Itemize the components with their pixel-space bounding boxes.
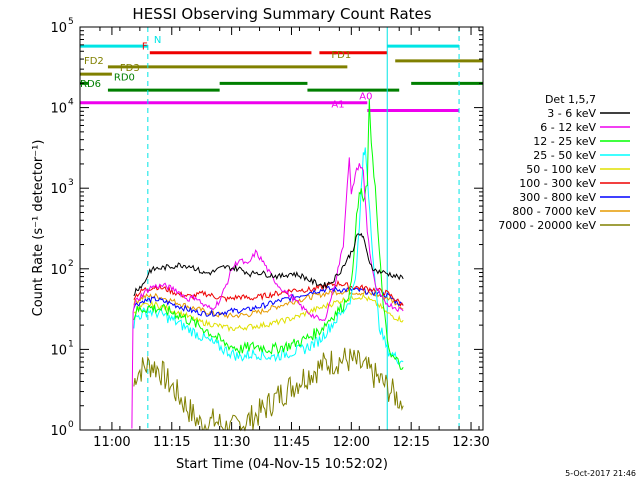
flag-fd3: FD3 [80, 63, 140, 76]
legend-label-3-6kev: 3 - 6 keV [547, 107, 596, 120]
plot-frame [79, 26, 484, 431]
series-50-100kev-line [133, 293, 404, 333]
flag-a0: A0 [80, 92, 373, 105]
series-25-50kev-line [133, 147, 404, 366]
y-tick-exponent: 2 [68, 259, 74, 269]
date-stamp: 5-Oct-2017 21:46 [565, 469, 636, 478]
series-3-6kev-line [133, 232, 404, 297]
legend-title: Det 1,5,7 [545, 93, 596, 106]
x-axis: 11:00 11:15 11:30 11:45 12:00 12:15 12:30 [79, 27, 490, 450]
x-tick-label: 11:45 [273, 435, 310, 450]
legend-label-7000-20000kev: 7000 - 20000 keV [498, 219, 596, 232]
series-7000-20000kev-line [133, 347, 404, 432]
legend-label-12-25kev: 12 - 25 keV [533, 135, 596, 148]
x-tick-label: 11:30 [213, 435, 250, 450]
y-tick-exponent: 3 [68, 178, 74, 188]
x-tick-label: 11:15 [153, 435, 190, 450]
flag-label-fd3: FD3 [120, 63, 140, 74]
legend-label-100-300kev: 100 - 300 keV [519, 177, 596, 190]
flag-label-n: N [154, 35, 161, 46]
legend-label-800-7000kev: 800 - 7000 keV [512, 205, 596, 218]
flag-label-a1: A1 [331, 100, 344, 111]
x-axis-label: Start Time (04-Nov-15 10:52:02) [176, 457, 388, 472]
y-axis-label: Count Rate (s⁻¹ detector⁻¹) [31, 140, 46, 317]
legend-label-25-50kev: 25 - 50 keV [533, 149, 596, 162]
y-tick-label: 10 [50, 102, 67, 117]
series-100-300kev-line [133, 279, 404, 307]
series-800-7000kev-line [133, 287, 404, 319]
y-tick-label: 10 [50, 424, 67, 439]
flag-rd6: RD6 [80, 79, 400, 92]
series-12-25kev-line [133, 98, 404, 370]
chart-title: HESSI Observing Summary Count Rates [132, 5, 431, 23]
x-tick-label: 12:15 [392, 435, 429, 450]
flag-n: N [80, 35, 460, 48]
y-tick-label: 10 [50, 343, 67, 358]
flag-a1: A1 [331, 100, 460, 113]
legend-label-6-12kev: 6 - 12 keV [540, 121, 596, 134]
x-tick-label: 12:30 [452, 435, 489, 450]
legend-label-50-100kev: 50 - 100 keV [526, 163, 596, 176]
series-300-800kev-line [133, 285, 404, 317]
y-tick-label: 10 [50, 263, 67, 278]
series-6-12kev-line [131, 157, 404, 429]
x-tick-label: 12:00 [333, 435, 370, 450]
flag-label-rd6: RD6 [80, 79, 101, 90]
y-tick-exponent: 4 [68, 98, 74, 108]
flag-label-a0: A0 [359, 92, 372, 103]
x-tick-label: 11:00 [93, 435, 130, 450]
flag-fd1: FD1 [331, 50, 483, 63]
y-tick-label: 10 [50, 182, 67, 197]
y-tick-exponent: 0 [68, 420, 74, 430]
flag-label-fd1: FD1 [331, 50, 351, 61]
legend-label-300-800kev: 300 - 800 keV [519, 191, 596, 204]
flag-label-fd2: FD2 [84, 56, 104, 67]
flag-label-rd0: RD0 [114, 72, 135, 83]
y-tick-exponent: 5 [68, 17, 74, 27]
flag-label-f: F [142, 42, 148, 53]
y-tick-label: 10 [50, 21, 67, 36]
y-tick-exponent: 1 [68, 339, 74, 349]
flag-f: F [142, 42, 388, 55]
